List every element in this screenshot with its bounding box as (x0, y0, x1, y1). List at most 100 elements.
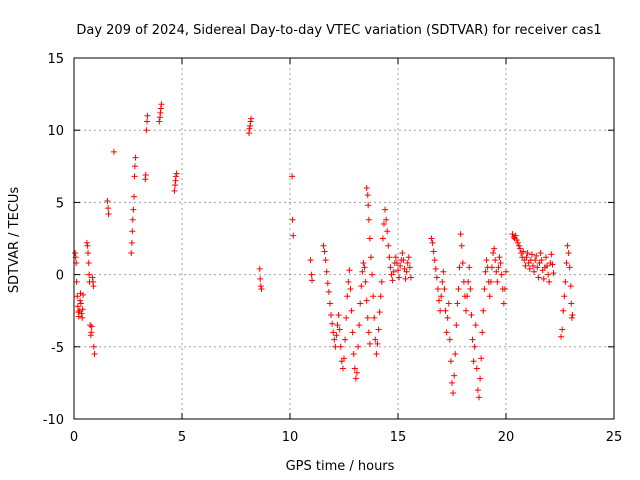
data-point (483, 257, 490, 264)
data-point (482, 268, 489, 275)
data-point (566, 264, 573, 271)
data-point (158, 101, 165, 108)
x-axis-ticks: 0 5 10 15 20 25 (70, 58, 622, 445)
data-point (88, 323, 95, 330)
data-point (496, 254, 503, 261)
data-point (403, 268, 410, 275)
data-point (567, 283, 574, 290)
data-point (537, 249, 544, 256)
data-point (257, 283, 264, 290)
data-point (472, 322, 479, 329)
data-point (110, 148, 117, 155)
data-point (328, 312, 335, 319)
data-point (371, 314, 378, 321)
data-point (476, 394, 482, 401)
data-point (402, 275, 409, 282)
data-point (372, 336, 379, 343)
data-point (453, 322, 460, 329)
data-point (105, 210, 112, 217)
data-point (246, 125, 253, 132)
data-point (493, 268, 500, 275)
data-point (503, 268, 509, 275)
data-point (75, 313, 82, 320)
data-point (523, 254, 530, 261)
data-point (88, 329, 95, 336)
data-point (89, 274, 96, 281)
data-point (495, 264, 502, 271)
plot-frame (73, 57, 615, 420)
y-tick-label: 0 (56, 269, 64, 284)
data-point (468, 312, 475, 319)
data-point (405, 254, 412, 261)
data-point (368, 254, 374, 261)
data-point (431, 257, 438, 264)
data-point (432, 265, 439, 272)
data-point (143, 127, 150, 134)
data-point (248, 115, 255, 122)
data-point (365, 329, 372, 336)
data-point (309, 277, 316, 284)
data-point (379, 235, 386, 242)
data-point (360, 260, 367, 267)
data-point (351, 365, 358, 372)
data-point (450, 390, 457, 397)
data-point (530, 262, 536, 269)
data-point (446, 336, 453, 343)
y-tick-label: 5 (56, 196, 64, 211)
data-point (79, 314, 86, 321)
data-point (289, 173, 296, 180)
data-point (334, 322, 341, 329)
data-point (434, 286, 441, 293)
data-point (344, 293, 351, 300)
y-tick-label: -5 (51, 341, 64, 356)
data-point (363, 297, 370, 304)
data-point (341, 355, 347, 362)
data-point (157, 105, 164, 112)
data-point (131, 163, 138, 170)
data-point (90, 343, 97, 350)
data-point (549, 261, 556, 268)
data-point (128, 249, 135, 256)
data-point (256, 265, 263, 272)
data-point (86, 271, 93, 278)
data-point (339, 365, 346, 372)
data-point (458, 242, 465, 249)
data-point (358, 283, 365, 290)
data-point (365, 216, 372, 223)
data-point (463, 307, 470, 314)
data-point (526, 265, 533, 272)
x-tick-label: 25 (606, 430, 623, 445)
data-point (90, 283, 97, 290)
data-point (352, 375, 359, 382)
data-point (359, 268, 366, 275)
chart-title: Day 209 of 2024, Sidereal Day-to-day VTE… (76, 23, 601, 38)
data-point (406, 264, 413, 271)
data-point (363, 184, 370, 191)
data-point (376, 309, 383, 316)
data-point (466, 264, 473, 271)
data-point (128, 239, 135, 246)
data-point (336, 326, 343, 333)
x-tick-label: 0 (70, 430, 78, 445)
data-point (257, 275, 264, 282)
data-point (535, 274, 542, 281)
data-point (540, 275, 547, 282)
data-point (324, 280, 331, 287)
data-point (348, 307, 355, 314)
data-point (350, 351, 357, 358)
x-tick-label: 10 (282, 430, 299, 445)
y-axis-label: SDTVAR / TECUs (7, 187, 22, 294)
data-point (428, 235, 435, 242)
data-point (142, 171, 149, 178)
data-point (436, 297, 443, 304)
data-point (512, 232, 519, 239)
data-point (365, 202, 372, 209)
data-point (457, 231, 464, 238)
y-tick-label: -10 (43, 413, 64, 428)
data-point (528, 251, 535, 258)
data-point (290, 232, 297, 239)
data-point (85, 260, 92, 267)
data-point (393, 260, 400, 267)
data-point (105, 205, 112, 212)
data-point (491, 245, 498, 252)
